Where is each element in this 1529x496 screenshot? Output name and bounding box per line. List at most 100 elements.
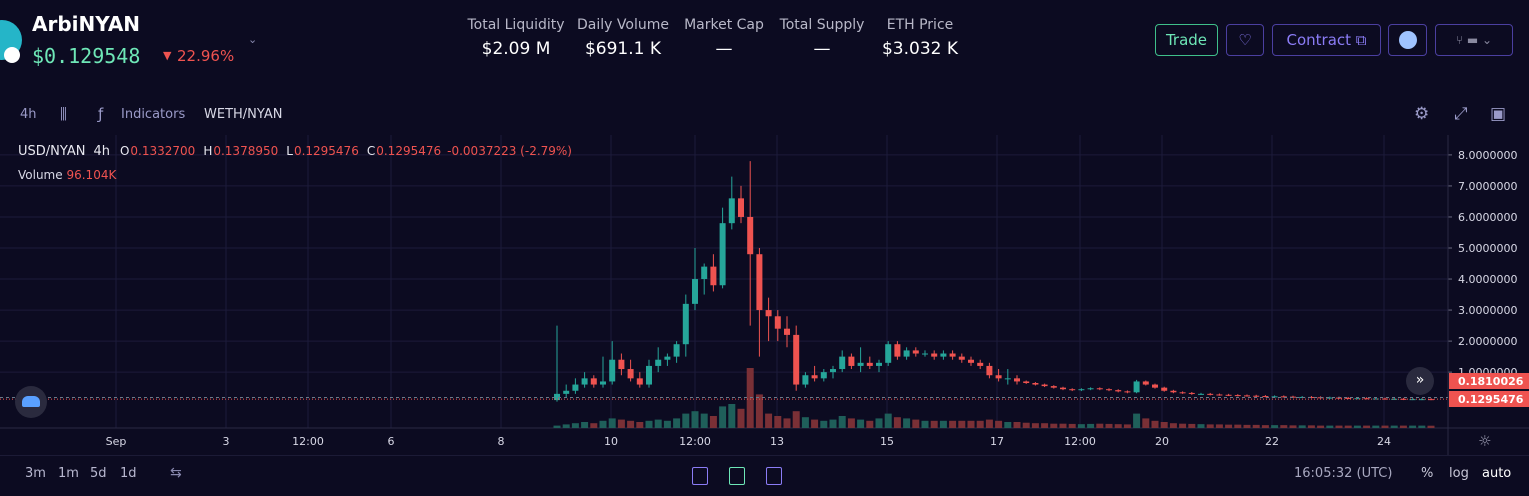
volume-bar bbox=[829, 419, 837, 428]
ohlc-label: H bbox=[203, 144, 213, 158]
candle-body bbox=[682, 303, 689, 345]
ohlc-label: C bbox=[366, 144, 376, 158]
divider bbox=[0, 455, 1529, 456]
volume-bar bbox=[719, 406, 727, 428]
log-toggle[interactable]: log bbox=[1449, 466, 1469, 481]
layout-2[interactable] bbox=[729, 467, 745, 485]
contract-label: Contract bbox=[1286, 31, 1352, 49]
volume-bar bbox=[737, 408, 745, 428]
explorer-button[interactable] bbox=[1388, 24, 1427, 56]
volume-bar bbox=[930, 420, 938, 428]
y-tick-label: 6.0000000 bbox=[1458, 211, 1518, 224]
settings-icon[interactable]: ⚙ bbox=[1414, 104, 1430, 124]
candle-body bbox=[747, 216, 754, 255]
x-tick-label: 12:00 bbox=[679, 435, 711, 448]
candle-body bbox=[1179, 392, 1186, 394]
volume-bar bbox=[1096, 423, 1104, 428]
candle-body bbox=[1124, 391, 1131, 393]
candle-body bbox=[618, 359, 625, 370]
candle-body bbox=[1271, 396, 1278, 398]
candle-body bbox=[876, 362, 882, 366]
candle-body bbox=[1078, 389, 1085, 391]
candle-body bbox=[1216, 394, 1223, 396]
auto-toggle[interactable]: auto bbox=[1482, 466, 1512, 481]
ohlc-value: 0.1295476 bbox=[293, 144, 359, 158]
candle-body bbox=[1225, 394, 1232, 396]
candle-body bbox=[949, 353, 956, 357]
volume-bar bbox=[1225, 424, 1233, 428]
volume-bar bbox=[774, 416, 782, 428]
fx-icon[interactable]: ƒ bbox=[98, 105, 104, 123]
range-button[interactable]: 1d bbox=[120, 466, 137, 481]
volume-bar bbox=[893, 417, 901, 428]
y-tick-label: 8.0000000 bbox=[1458, 149, 1518, 162]
layout-1[interactable] bbox=[692, 467, 708, 485]
volume-bar bbox=[663, 420, 671, 428]
volume-bar bbox=[1271, 425, 1279, 428]
more-button[interactable]: ⑂ ▬ ⌄ bbox=[1435, 24, 1513, 56]
tv-logo[interactable] bbox=[15, 386, 47, 418]
candle-body bbox=[590, 378, 597, 385]
ohlc-value: 0.1295476 bbox=[376, 144, 442, 158]
candle-body bbox=[1207, 393, 1214, 395]
volume-bar bbox=[1261, 425, 1269, 428]
volume-bar bbox=[1289, 425, 1297, 428]
candle-body bbox=[1032, 383, 1039, 385]
volume-bar bbox=[811, 419, 819, 428]
candle-body bbox=[563, 390, 570, 394]
candle-body bbox=[765, 310, 772, 317]
pair[interactable]: WETH/NYAN bbox=[204, 107, 283, 122]
range-button[interactable]: 5d bbox=[90, 466, 107, 481]
trade-button[interactable]: Trade bbox=[1155, 24, 1218, 56]
dropdown[interactable]: ⌄ bbox=[248, 33, 258, 46]
volume-bar bbox=[1317, 425, 1325, 428]
ohlc-label: L bbox=[286, 144, 293, 158]
candle-body bbox=[627, 369, 634, 379]
candle-body bbox=[1041, 384, 1048, 387]
legend-change: -0.0037223 (-2.79%) bbox=[447, 144, 572, 158]
stat-label: ETH Price bbox=[886, 17, 954, 33]
fullscreen-icon[interactable]: ⤢ bbox=[1454, 104, 1468, 124]
x-tick-label: 20 bbox=[1155, 435, 1169, 448]
token-title: ArbiNYAN bbox=[32, 12, 141, 36]
stat-label: Total Supply bbox=[779, 17, 865, 33]
candle-body bbox=[581, 378, 588, 385]
candle-icon[interactable]: ⫼ bbox=[60, 105, 67, 123]
candle-body bbox=[986, 365, 993, 376]
candle-body bbox=[1382, 398, 1388, 400]
candle-body bbox=[600, 381, 606, 385]
legend: USD/NYAN 4h O 0.1332700 H 0.1378950 L 0.12954… bbox=[18, 144, 572, 159]
scroll-right[interactable]: » bbox=[1406, 367, 1434, 395]
volume-bar bbox=[1105, 423, 1113, 428]
legend-symbol: USD/NYAN bbox=[18, 144, 86, 159]
camera-icon[interactable]: ▣ bbox=[1490, 104, 1507, 124]
candle-body bbox=[646, 365, 652, 385]
stat-label: Market Cap bbox=[684, 17, 764, 33]
range-button[interactable]: 3m bbox=[25, 466, 46, 481]
range-button[interactable]: 1m bbox=[58, 466, 79, 481]
layout-3[interactable] bbox=[766, 467, 782, 485]
contract-button[interactable]: Contract ⧉ bbox=[1272, 24, 1381, 56]
down-arrow: ▼ bbox=[163, 49, 172, 62]
candle-body bbox=[793, 334, 800, 385]
ohlc-label: O bbox=[119, 144, 130, 158]
candle-body bbox=[1409, 399, 1416, 401]
volume-bar bbox=[636, 422, 644, 428]
volume-bar bbox=[1280, 425, 1288, 428]
axis-settings[interactable]: ☼ bbox=[1478, 432, 1492, 450]
percent-toggle[interactable]: % bbox=[1421, 466, 1434, 481]
y-tick-label: 5.0000000 bbox=[1458, 242, 1518, 255]
explorer-icon bbox=[1398, 31, 1417, 49]
volume-bar bbox=[1087, 423, 1095, 428]
x-tick-label: 6 bbox=[388, 435, 395, 448]
indicators[interactable]: Indicators bbox=[121, 107, 186, 122]
candle-body bbox=[609, 359, 616, 382]
date-range-icon[interactable]: ⇆ bbox=[170, 465, 182, 481]
stat-label: Total Liquidity bbox=[467, 17, 565, 33]
candle-body bbox=[738, 198, 744, 217]
stat-value: — bbox=[715, 39, 733, 59]
volume-bar bbox=[792, 411, 800, 428]
candle-body bbox=[1262, 396, 1269, 398]
favorite-button[interactable]: ♡ bbox=[1226, 24, 1264, 56]
interval[interactable]: 4h bbox=[20, 107, 37, 122]
